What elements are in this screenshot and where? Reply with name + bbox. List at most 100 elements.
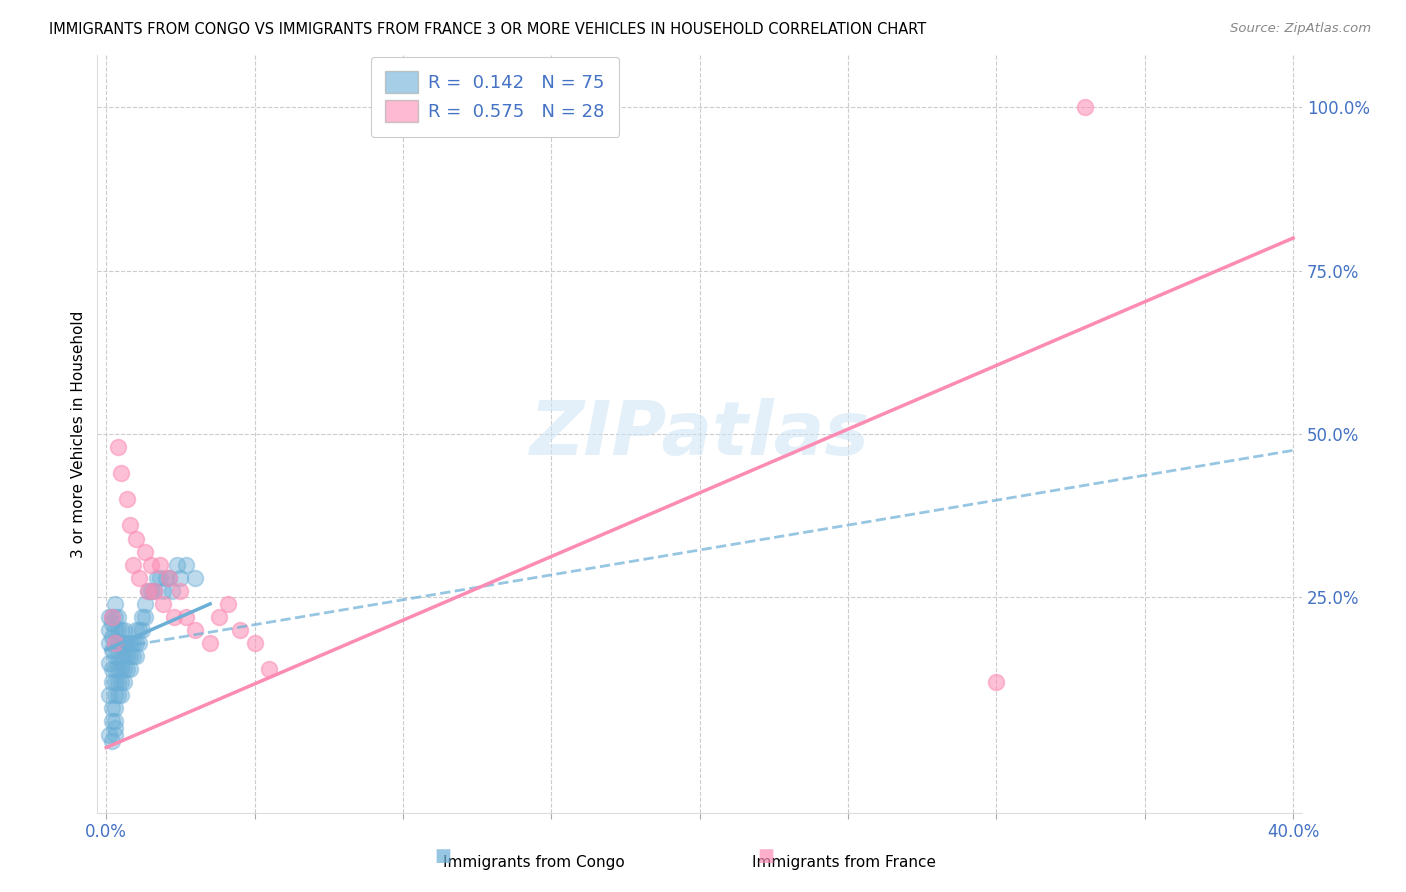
Point [134, 610, 156, 624]
Text: ■: ■ [758, 847, 775, 865]
Point [122, 558, 145, 572]
Point [104, 636, 127, 650]
Point [134, 597, 156, 611]
Point [110, 623, 132, 637]
Point [115, 662, 138, 676]
Point [184, 571, 207, 585]
Point [152, 583, 174, 598]
Point [176, 558, 198, 572]
Point [118, 649, 141, 664]
Point [134, 544, 156, 558]
Point [104, 597, 127, 611]
Point [115, 636, 138, 650]
Point [136, 583, 159, 598]
Point [107, 675, 129, 690]
Point [112, 675, 135, 690]
Point [208, 610, 231, 624]
Legend: R =  0.142   N = 75, R =  0.575   N = 28: R = 0.142 N = 75, R = 0.575 N = 28 [371, 56, 619, 136]
Point [112, 649, 135, 664]
Point [152, 597, 174, 611]
Point [122, 636, 145, 650]
Point [128, 636, 150, 650]
Point [139, 558, 162, 572]
Text: ■: ■ [434, 847, 451, 865]
Point [155, 571, 177, 585]
Point [107, 649, 129, 664]
Point [243, 636, 266, 650]
Point [98, 636, 121, 650]
Point [125, 649, 148, 664]
Point [160, 583, 183, 598]
Point [104, 675, 127, 690]
Point [163, 610, 186, 624]
Point [98, 623, 121, 637]
Point [128, 623, 150, 637]
Point [98, 727, 121, 741]
Point [110, 636, 132, 650]
Point [104, 623, 127, 637]
Point [986, 675, 1008, 690]
Point [98, 689, 121, 703]
Text: Source: ZipAtlas.com: Source: ZipAtlas.com [1230, 22, 1371, 36]
Point [104, 610, 127, 624]
Point [107, 440, 129, 454]
Point [125, 636, 148, 650]
Y-axis label: 3 or more Vehicles in Household: 3 or more Vehicles in Household [72, 310, 86, 558]
Point [104, 662, 127, 676]
Text: Immigrants from France: Immigrants from France [752, 855, 935, 870]
Point [157, 571, 180, 585]
Point [107, 636, 129, 650]
Point [112, 636, 135, 650]
Point [101, 734, 124, 748]
Point [229, 623, 252, 637]
Point [101, 610, 124, 624]
Point [169, 571, 191, 585]
Point [139, 583, 162, 598]
Point [166, 558, 188, 572]
Point [110, 649, 132, 664]
Point [176, 610, 198, 624]
Point [104, 701, 127, 715]
Point [101, 675, 124, 690]
Point [157, 571, 180, 585]
Point [98, 656, 121, 670]
Point [131, 610, 153, 624]
Point [1074, 100, 1097, 114]
Point [142, 583, 165, 598]
Point [149, 571, 172, 585]
Point [101, 616, 124, 631]
Point [101, 714, 124, 729]
Point [104, 636, 127, 650]
Point [145, 571, 167, 585]
Point [217, 597, 239, 611]
Point [112, 623, 135, 637]
Text: ZIPatlas: ZIPatlas [530, 398, 870, 470]
Point [198, 636, 221, 650]
Point [101, 610, 124, 624]
Point [169, 583, 191, 598]
Point [115, 492, 138, 507]
Point [122, 649, 145, 664]
Point [136, 583, 159, 598]
Point [131, 623, 153, 637]
Text: Immigrants from Congo: Immigrants from Congo [443, 855, 626, 870]
Point [104, 689, 127, 703]
Point [110, 467, 132, 481]
Point [110, 675, 132, 690]
Point [107, 623, 129, 637]
Point [125, 532, 148, 546]
Point [125, 623, 148, 637]
Point [149, 558, 172, 572]
Text: IMMIGRANTS FROM CONGO VS IMMIGRANTS FROM FRANCE 3 OR MORE VEHICLES IN HOUSEHOLD : IMMIGRANTS FROM CONGO VS IMMIGRANTS FROM… [49, 22, 927, 37]
Point [118, 636, 141, 650]
Point [259, 662, 281, 676]
Point [128, 571, 150, 585]
Point [112, 662, 135, 676]
Point [110, 662, 132, 676]
Point [101, 630, 124, 644]
Point [184, 623, 207, 637]
Point [101, 642, 124, 657]
Point [118, 518, 141, 533]
Point [104, 727, 127, 741]
Point [104, 714, 127, 729]
